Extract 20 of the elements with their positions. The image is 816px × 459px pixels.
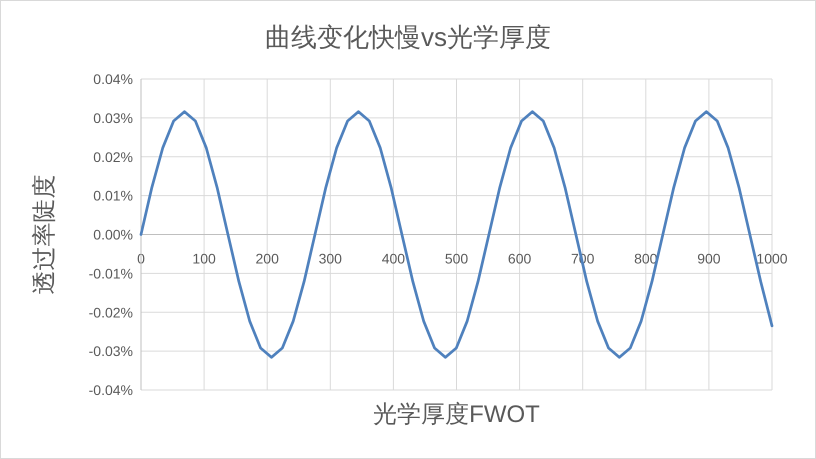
y-tick-label: -0.02% <box>88 304 133 320</box>
y-tick-label: 0.03% <box>93 110 133 126</box>
y-tick-label: 0.00% <box>93 226 133 242</box>
x-tick-label: 300 <box>318 250 342 266</box>
x-tick-label: 500 <box>444 250 468 266</box>
y-tick-label: -0.04% <box>88 382 133 398</box>
x-tick-label: 600 <box>508 250 532 266</box>
x-tick-label: 200 <box>256 250 280 266</box>
x-tick-label: 400 <box>382 250 406 266</box>
x-axis-title: 光学厚度FWOT <box>373 401 540 428</box>
x-tick-label: 100 <box>192 250 216 266</box>
y-tick-label: 0.02% <box>93 148 133 165</box>
x-tick-label: 1000 <box>756 250 788 266</box>
x-tick-label: 900 <box>697 250 721 266</box>
y-tick-label: 0.01% <box>93 188 133 204</box>
y-tick-label: -0.01% <box>88 265 133 282</box>
y-tick-label: -0.03% <box>88 343 133 360</box>
y-tick-label: 0.04% <box>93 71 133 87</box>
y-axis-title: 透过率陡度 <box>31 174 58 294</box>
chart-title: 曲线变化快慢vs光学厚度 <box>265 22 551 52</box>
